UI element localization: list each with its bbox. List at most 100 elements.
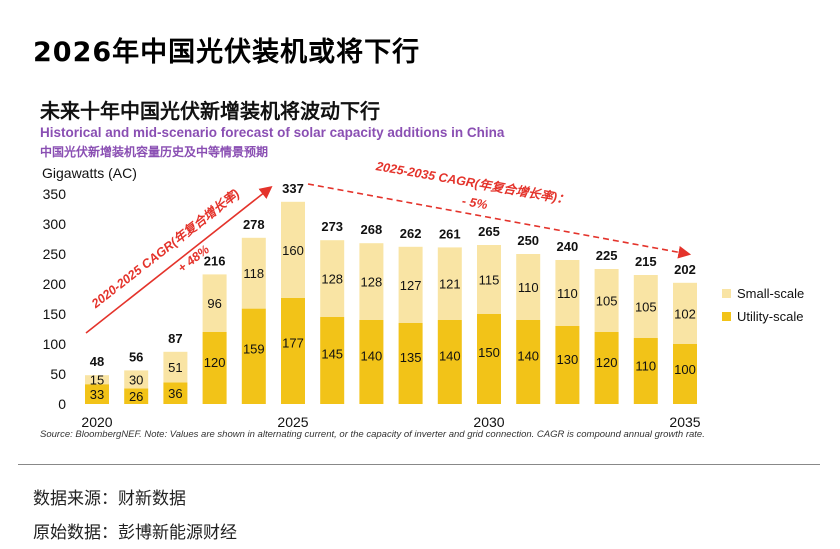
bar-utility-scale xyxy=(633,338,658,404)
bar-utility-scale xyxy=(555,326,580,404)
value-label-small: 102 xyxy=(674,306,696,321)
value-label-utility: 150 xyxy=(478,345,500,360)
chart-cn-title: 未来十年中国光伏新增装机将波动下行 xyxy=(40,99,380,123)
value-label-utility: 120 xyxy=(596,355,618,370)
value-label-utility: 26 xyxy=(129,389,143,404)
bar-utility-scale xyxy=(516,320,541,404)
page-title: 2026年中国光伏装机或将下行 xyxy=(33,37,421,68)
value-label-utility: 120 xyxy=(204,355,226,370)
value-label-small: 115 xyxy=(479,273,500,288)
bar-small-scale xyxy=(85,375,109,385)
y-tick-label: 50 xyxy=(50,366,66,382)
cagr-up-arrow xyxy=(85,186,273,334)
value-label-total: 87 xyxy=(168,331,182,346)
value-label-utility: 177 xyxy=(282,335,304,350)
x-tick-label: 2025 xyxy=(277,414,308,430)
value-label-small: 128 xyxy=(321,272,343,287)
value-label-total: 337 xyxy=(282,181,304,196)
value-label-utility: 130 xyxy=(557,352,579,367)
bar-small-scale xyxy=(477,245,501,314)
legend-swatch xyxy=(722,312,731,321)
bar-small-scale xyxy=(124,370,149,389)
value-label-total: 215 xyxy=(635,254,657,269)
x-tick-label: 2030 xyxy=(473,414,504,430)
bar-small-scale xyxy=(202,274,227,332)
bar-small-scale xyxy=(437,247,462,320)
legend-swatch xyxy=(722,289,731,298)
y-tick-label: 100 xyxy=(43,336,67,352)
footer-raw-data: 原始数据：彭博新能源财经 xyxy=(33,523,237,543)
bar-utility-scale xyxy=(398,323,423,404)
cagr-down-arrow xyxy=(307,183,692,259)
value-label-small: 30 xyxy=(129,372,143,387)
chart-en-subtitle: Historical and mid-scenario forecast of … xyxy=(40,125,505,140)
value-label-small: 96 xyxy=(207,296,221,311)
y-tick-label: 200 xyxy=(43,276,67,292)
bar-small-scale xyxy=(633,275,658,338)
bar-utility-scale xyxy=(437,320,462,404)
bar-utility-scale xyxy=(594,332,619,404)
value-label-small: 110 xyxy=(518,280,539,295)
legend-label: Small-scale xyxy=(737,286,804,301)
value-label-utility: 36 xyxy=(168,386,182,401)
legend-label: Utility-scale xyxy=(737,309,803,324)
value-label-total: 56 xyxy=(129,349,143,364)
value-label-utility: 33 xyxy=(90,387,104,402)
value-label-small: 105 xyxy=(635,300,657,315)
y-tick-label: 150 xyxy=(43,306,67,322)
chart-cn-subtitle: 中国光伏新增装机容量历史及中等情景预期 xyxy=(40,145,269,159)
value-label-utility: 140 xyxy=(517,348,539,363)
value-label-total: 262 xyxy=(400,226,422,241)
y-axis-unit-label: Gigawatts (AC) xyxy=(42,165,137,181)
bar-utility-scale xyxy=(241,308,266,404)
bar-utility-scale xyxy=(163,382,188,404)
bar-utility-scale xyxy=(359,320,384,404)
bar-small-scale xyxy=(516,254,541,320)
divider xyxy=(18,464,820,465)
value-label-utility: 100 xyxy=(674,362,696,377)
x-tick-label: 2020 xyxy=(81,414,112,430)
value-label-total: 265 xyxy=(478,224,500,239)
bar-utility-scale xyxy=(124,388,149,404)
value-label-total: 225 xyxy=(596,248,618,263)
value-label-small: 105 xyxy=(596,294,618,309)
value-label-total: 216 xyxy=(204,253,226,268)
value-label-utility: 140 xyxy=(361,348,383,363)
y-tick-label: 0 xyxy=(58,396,66,412)
value-label-total: 273 xyxy=(321,219,343,234)
bar-utility-scale xyxy=(320,317,345,404)
bar-utility-scale xyxy=(85,384,109,404)
bar-small-scale xyxy=(398,246,423,323)
value-label-utility: 140 xyxy=(439,348,461,363)
value-label-small: 15 xyxy=(90,373,104,388)
value-label-total: 48 xyxy=(90,354,104,369)
value-label-small: 121 xyxy=(439,277,461,292)
cagr-down-value: - 5% xyxy=(461,194,489,212)
value-label-utility: 110 xyxy=(635,359,656,374)
value-label-small: 118 xyxy=(243,266,264,281)
bar-utility-scale xyxy=(673,344,697,404)
value-label-total: 268 xyxy=(361,222,383,237)
value-label-small: 160 xyxy=(282,243,304,258)
bar-utility-scale xyxy=(477,314,501,404)
value-label-total: 250 xyxy=(517,233,539,248)
y-tick-label: 350 xyxy=(43,186,67,202)
bar-small-scale xyxy=(359,243,384,320)
value-label-total: 261 xyxy=(439,226,461,241)
bar-small-scale xyxy=(673,282,697,344)
value-label-total: 202 xyxy=(674,262,696,277)
x-tick-label: 2035 xyxy=(669,414,700,430)
bar-utility-scale xyxy=(281,297,305,404)
value-label-utility: 135 xyxy=(400,350,422,365)
value-label-small: 128 xyxy=(361,275,383,290)
value-label-utility: 159 xyxy=(243,342,265,357)
bar-small-scale xyxy=(320,240,345,317)
bar-utility-scale xyxy=(202,332,227,404)
value-label-small: 110 xyxy=(557,286,578,301)
bar-small-scale xyxy=(281,201,305,298)
bar-small-scale xyxy=(555,260,580,326)
value-label-total: 278 xyxy=(243,217,265,232)
bar-small-scale xyxy=(163,351,188,383)
bar-small-scale xyxy=(241,237,266,309)
y-tick-label: 300 xyxy=(43,216,67,232)
